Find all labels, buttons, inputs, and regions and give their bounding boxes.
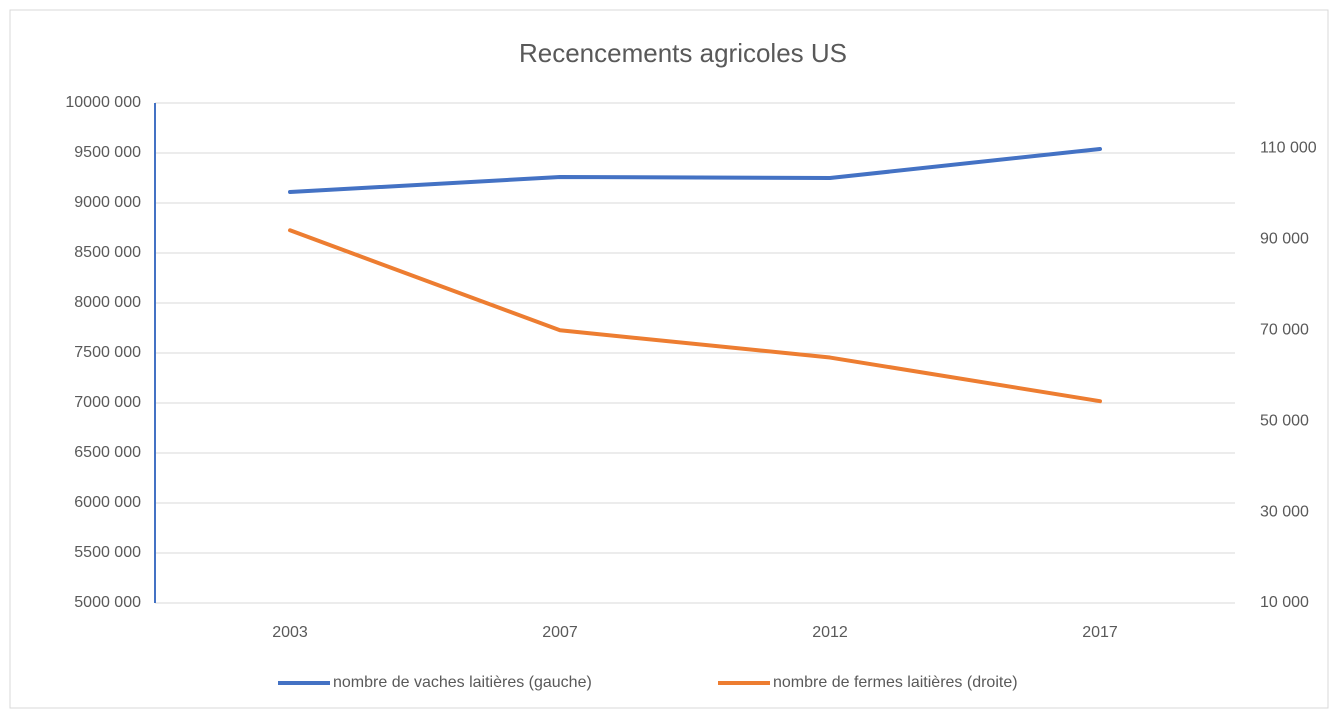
- y2-tick-label: 70 000: [1260, 321, 1309, 338]
- chart-title: Recencements agricoles US: [519, 38, 847, 68]
- y-tick-label: 6000 000: [74, 494, 141, 511]
- y-tick-label: 8000 000: [74, 294, 141, 311]
- x-tick-label: 2007: [542, 624, 578, 641]
- x-tick-label: 2017: [1082, 624, 1118, 641]
- y-tick-label: 9500 000: [74, 144, 141, 161]
- x-tick-label: 2012: [812, 624, 848, 641]
- y-tick-label: 7000 000: [74, 394, 141, 411]
- legend-label: nombre de fermes laitières (droite): [773, 674, 1018, 691]
- y2-tick-label: 50 000: [1260, 412, 1309, 429]
- y2-tick-label: 90 000: [1260, 231, 1309, 248]
- y-tick-label: 9000 000: [74, 194, 141, 211]
- series-line: [288, 147, 1102, 194]
- series-line: [288, 228, 1102, 404]
- y-tick-label: 6500 000: [74, 444, 141, 461]
- legend-label: nombre de vaches laitières (gauche): [333, 674, 592, 691]
- y2-tick-label: 110 000: [1260, 140, 1317, 157]
- x-tick-label: 2003: [272, 624, 308, 641]
- y2-tick-label: 10 000: [1260, 594, 1309, 611]
- y-tick-label: 7500 000: [74, 344, 141, 361]
- y-tick-label: 8500 000: [74, 244, 141, 261]
- y2-tick-label: 30 000: [1260, 503, 1309, 520]
- y-tick-label: 5500 000: [74, 544, 141, 561]
- y-tick-label: 10000 000: [65, 94, 141, 111]
- chart-frame: [9, 9, 1329, 709]
- y-tick-label: 5000 000: [74, 594, 141, 611]
